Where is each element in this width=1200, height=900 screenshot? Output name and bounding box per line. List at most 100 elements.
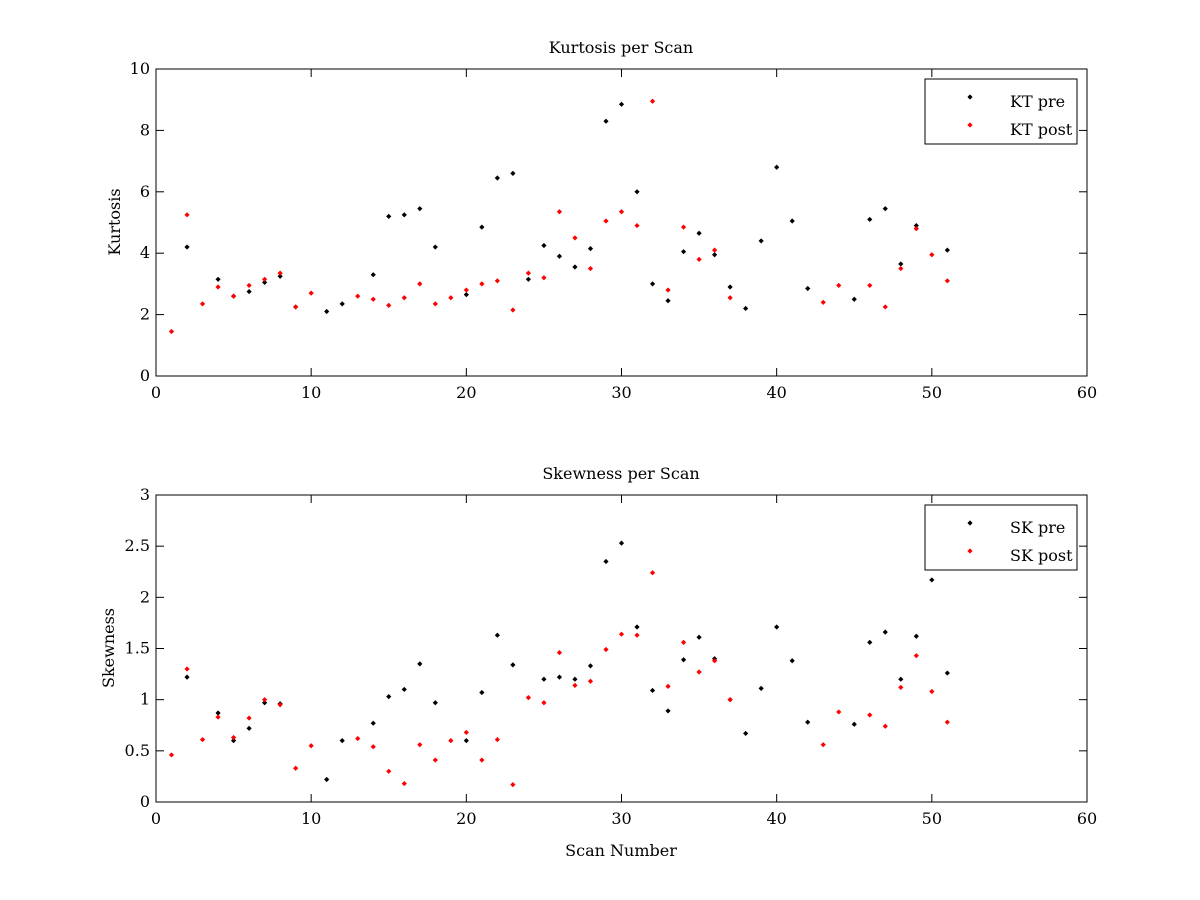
skewness-pre-point (867, 639, 873, 645)
skewness-y-label: Skewness (99, 608, 118, 688)
skewness-ticks: 0 10 20 30 40 50 60 0 0.5 1 1.5 2 2.5 3 (125, 485, 1098, 828)
kurtosis-post-point (262, 276, 268, 282)
skewness-legend-box (924, 504, 1078, 571)
skewness-x-label: Scan Number (565, 841, 677, 860)
kurtosis-post-point (696, 256, 702, 262)
kurtosis-pre-point (851, 296, 857, 302)
kurtosis-pre-point (262, 279, 268, 285)
skewness-post-point (587, 678, 594, 684)
kurtosis-pre-point (680, 249, 687, 255)
skewness-pre-point (634, 624, 640, 630)
kurtosis-pre-point (525, 276, 531, 282)
kurtosis-pre-point (556, 253, 563, 259)
kurtosis-post-point (432, 301, 438, 307)
skewness-legend: SK pre SK post (924, 504, 1078, 571)
kurtosis-post-point (727, 295, 733, 301)
kurtosis-x-tick-label: 10 (301, 383, 321, 402)
kurtosis-post-point (230, 293, 237, 299)
kurtosis-x-tick-label: 20 (456, 383, 476, 402)
skewness-legend-markers (967, 520, 973, 554)
kurtosis-post-point (820, 299, 826, 305)
kurtosis-post-point (525, 270, 531, 276)
skewness-x-tick-label: 20 (456, 809, 476, 828)
kurtosis-pre-point (603, 118, 609, 124)
skewness-post-point (867, 712, 873, 718)
kurtosis-legend-marker-post (967, 122, 973, 128)
skewness-post-point (246, 715, 252, 721)
skewness-x-tick-label: 50 (922, 809, 942, 828)
kurtosis-pre-point (649, 281, 656, 287)
kurtosis-x-tick-label: 60 (1077, 383, 1097, 402)
skewness-post-point (634, 632, 640, 638)
kurtosis-post-point (494, 278, 500, 284)
kurtosis-pre-point (774, 164, 780, 170)
skewness-pre-point (758, 685, 764, 692)
kurtosis-post-point (556, 209, 563, 215)
skewness-pre-point (479, 689, 485, 696)
skewness-pre-point (882, 629, 888, 635)
skewness-pre-point (386, 693, 392, 700)
skewness-post-point (494, 736, 500, 743)
skewness-post-point (215, 714, 221, 720)
kurtosis-pre-point (277, 273, 283, 279)
kurtosis-post-point (618, 209, 625, 215)
skewness-post-point (277, 702, 283, 708)
kurtosis-pre-point (246, 288, 252, 295)
kurtosis-pre-point (727, 284, 733, 290)
kurtosis-post-point (293, 304, 299, 310)
kurtosis-legend-markers (967, 94, 973, 128)
kurtosis-post-point (184, 212, 190, 218)
kurtosis-y-tick-label: 4 (140, 243, 150, 262)
skewness-legend-marker-post (967, 548, 973, 554)
kurtosis-post-point (572, 235, 578, 241)
skewness-pre-point (246, 725, 252, 731)
kurtosis-post-point (634, 222, 640, 229)
skewness-x-tick-label: 60 (1077, 809, 1097, 828)
skewness-panel: Skewness per Scan Skewness Scan Number 0… (99, 464, 1097, 860)
kurtosis-post-point (510, 307, 516, 313)
skewness-post-point (820, 742, 826, 748)
skewness-x-tick-label: 0 (151, 809, 161, 828)
kurtosis-pre-point (712, 252, 718, 258)
skewness-post-point (541, 700, 547, 706)
kurtosis-y-tick-label: 0 (140, 366, 150, 385)
kurtosis-pre-point (758, 238, 764, 244)
kurtosis-post-point (929, 252, 935, 258)
skewness-post-point (262, 697, 268, 703)
skewness-post-point (649, 570, 656, 576)
skewness-pre-point (696, 634, 702, 640)
kurtosis-post-point (944, 278, 950, 284)
kurtosis-pre-point (867, 216, 873, 223)
skewness-pre-point (572, 676, 578, 682)
skewness-post-point (727, 697, 733, 703)
kurtosis-post-point (587, 265, 594, 272)
skewness-post-point (479, 757, 485, 763)
skewness-y-tick-label: 1 (140, 690, 150, 709)
kurtosis-y-tick-label: 10 (130, 59, 150, 78)
kurtosis-pre-point (743, 305, 749, 312)
skewness-pre-point (851, 721, 857, 727)
kurtosis-pre-point (370, 272, 376, 278)
skewness-post-point (525, 695, 531, 701)
kurtosis-post-point (215, 284, 221, 290)
kurtosis-post-point (898, 265, 904, 272)
skewness-post-point (168, 752, 175, 758)
skewness-pre-point (556, 674, 563, 680)
skewness-post-point (882, 723, 888, 729)
kurtosis-post-point (479, 281, 485, 287)
skewness-pre-point (789, 658, 795, 664)
kurtosis-legend-label-post: KT post (1010, 120, 1073, 139)
skewness-pre-point (774, 624, 780, 630)
kurtosis-legend-box (924, 78, 1078, 145)
kurtosis-pre-point (339, 301, 345, 307)
kurtosis-pre-point (479, 224, 485, 230)
skewness-pre-point (262, 700, 268, 706)
skewness-pre-point (494, 632, 500, 638)
kurtosis-pre-point (898, 261, 904, 267)
skewness-pre-point (665, 708, 671, 714)
skewness-x-tick-label: 10 (301, 809, 321, 828)
skewness-pre-point (215, 710, 221, 716)
kurtosis-pre-point (324, 308, 330, 315)
kurtosis-pre-point (494, 175, 500, 181)
kurtosis-x-tick-label: 40 (766, 383, 786, 402)
